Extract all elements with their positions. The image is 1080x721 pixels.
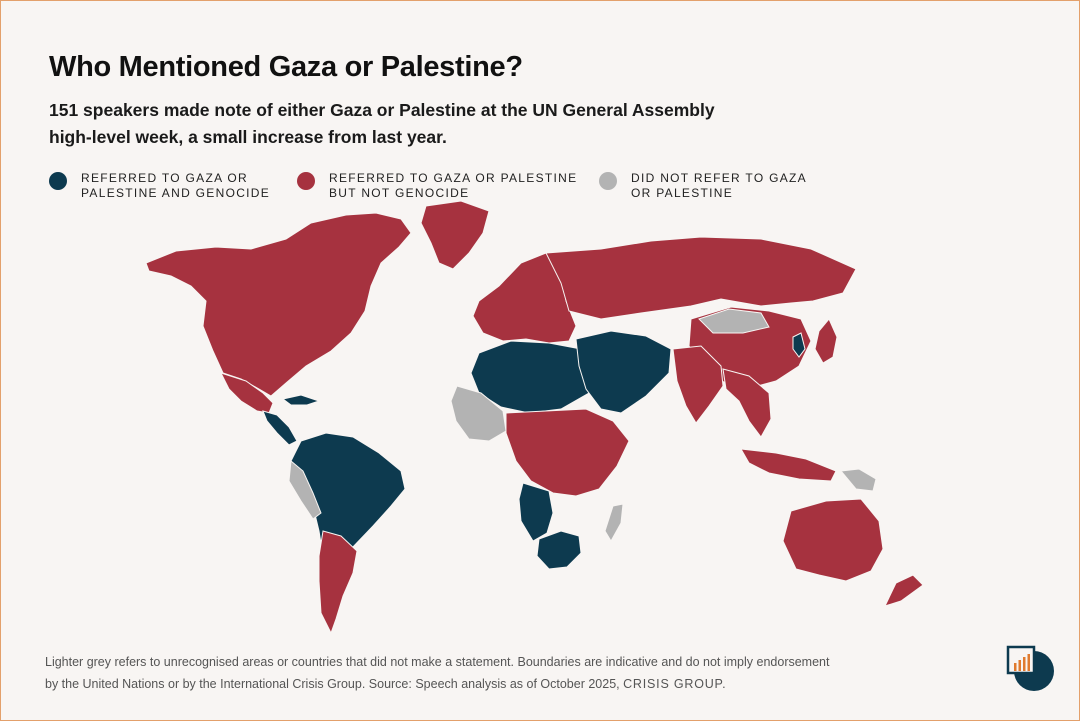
- region-central-america: [262, 410, 298, 446]
- crisis-group-logo-icon: [1006, 645, 1054, 691]
- region-mongolia: [698, 308, 770, 334]
- region-north-america: [145, 212, 412, 397]
- region-papua-new-guinea: [840, 468, 877, 492]
- region-new-zealand: [884, 574, 924, 607]
- legend-dot-none: [599, 172, 617, 190]
- footnote-source-text: by the United Nations or by the Internat…: [45, 677, 620, 691]
- region-europe: [472, 252, 577, 344]
- region-angola-namibia: [518, 482, 554, 542]
- footnote-brand: CRISIS GROUP.: [623, 677, 727, 691]
- region-southeast-asia: [722, 368, 772, 438]
- legend-dot-no-genocide: [297, 172, 315, 190]
- footnote-line: Lighter grey refers to unrecognised area…: [45, 655, 830, 669]
- region-west-africa: [450, 385, 507, 442]
- region-korean-peninsula: [792, 332, 806, 358]
- subtitle: 151 speakers made note of either Gaza or…: [49, 97, 769, 151]
- legend-label-line: REFERRED TO GAZA OR PALESTINE: [329, 171, 578, 185]
- region-russia: [545, 236, 857, 320]
- region-japan: [814, 318, 838, 364]
- legend-label-line: BUT NOT GENOCIDE: [329, 186, 470, 200]
- footnote-line: by the United Nations or by the Internat…: [45, 673, 945, 695]
- subtitle-line: high-level week, a small increase from l…: [49, 127, 447, 147]
- region-southern-africa: [536, 530, 582, 570]
- subtitle-line: 151 speakers made note of either Gaza or…: [49, 100, 715, 120]
- region-madagascar: [604, 503, 624, 542]
- legend-label: REFERRED TO GAZA OR PALESTINE BUT NOT GE…: [329, 171, 577, 201]
- legend-item-no-genocide: REFERRED TO GAZA OR PALESTINE BUT NOT GE…: [297, 171, 577, 201]
- region-india: [672, 345, 724, 424]
- legend-label: DID NOT REFER TO GAZA OR PALESTINE: [631, 171, 807, 201]
- region-north-africa: [470, 340, 594, 414]
- region-indonesia: [740, 448, 837, 482]
- legend-label-line: OR PALESTINE: [631, 186, 734, 200]
- legend-item-none: DID NOT REFER TO GAZA OR PALESTINE: [599, 171, 807, 201]
- region-australia: [782, 498, 884, 582]
- legend-label-line: PALESTINE AND GENOCIDE: [81, 186, 271, 200]
- region-argentina: [318, 530, 358, 635]
- legend-dot-genocide: [49, 172, 67, 190]
- page-title: Who Mentioned Gaza or Palestine?: [49, 51, 523, 83]
- region-greenland: [420, 200, 490, 270]
- region-central-africa: [505, 408, 630, 497]
- legend-label-line: DID NOT REFER TO GAZA: [631, 171, 807, 185]
- legend-label: REFERRED TO GAZA OR PALESTINE AND GENOCI…: [81, 171, 270, 201]
- legend-label-line: REFERRED TO GAZA OR: [81, 171, 248, 185]
- legend-item-genocide: REFERRED TO GAZA OR PALESTINE AND GENOCI…: [49, 171, 270, 201]
- region-ecuador-peru: [288, 460, 322, 520]
- region-cuba: [281, 394, 321, 406]
- footnote: Lighter grey refers to unrecognised area…: [45, 651, 945, 695]
- region-middle-east: [575, 330, 672, 414]
